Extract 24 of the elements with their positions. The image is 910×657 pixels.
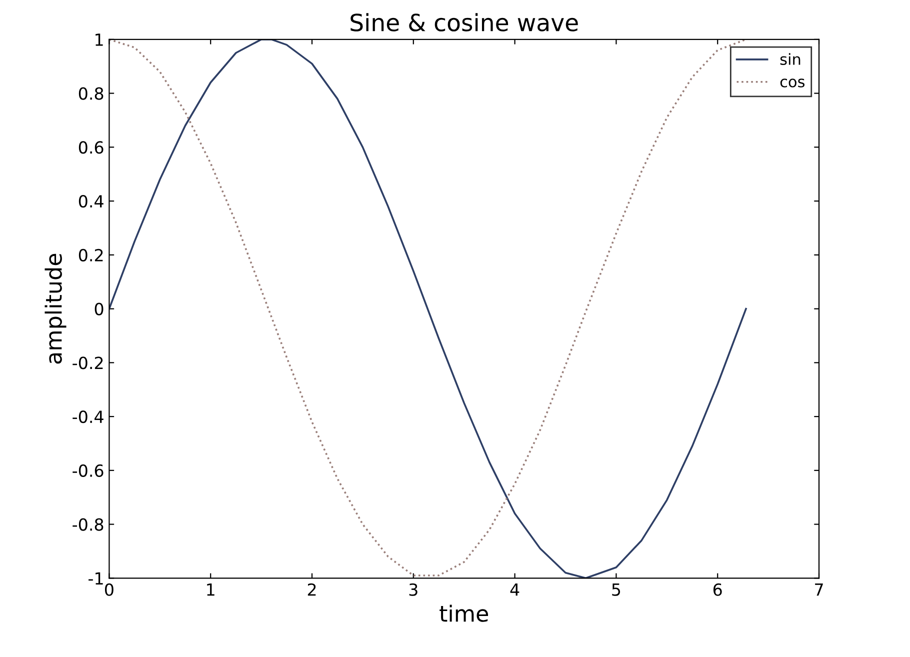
x-axis-title: time xyxy=(440,604,488,622)
y-tick-label: 0.6 xyxy=(78,141,104,154)
x-tick-label: 2 xyxy=(308,583,316,596)
y-tick-label: 0.2 xyxy=(78,248,103,262)
x-tick-label: 4 xyxy=(510,584,520,596)
chart-title: Sine & cosine wave xyxy=(350,13,578,32)
y-tick-label: -0.4 xyxy=(72,410,104,424)
x-tick-label: 1 xyxy=(207,584,214,596)
y-tick-label: 0 xyxy=(94,302,104,316)
legend-label: sin xyxy=(780,53,800,65)
x-tick-label: 7 xyxy=(815,584,823,596)
legend-label: cos xyxy=(780,78,805,88)
y-axis-title: amplitude xyxy=(44,254,66,364)
x-tick-label: 3 xyxy=(409,583,418,596)
x-tick-label: 5 xyxy=(612,584,620,596)
y-tick-label: 1 xyxy=(96,34,103,46)
y-tick-label: -0.6 xyxy=(72,464,104,477)
y-tick-label: -0.2 xyxy=(72,356,103,370)
y-tick-label: 0.8 xyxy=(78,87,104,100)
y-tick-label: 0.4 xyxy=(78,195,104,208)
x-tick-label: 0 xyxy=(104,583,114,596)
y-tick-label: -0.8 xyxy=(72,518,104,531)
x-tick-label: 6 xyxy=(713,583,722,596)
y-tick-label: -1 xyxy=(88,572,103,584)
